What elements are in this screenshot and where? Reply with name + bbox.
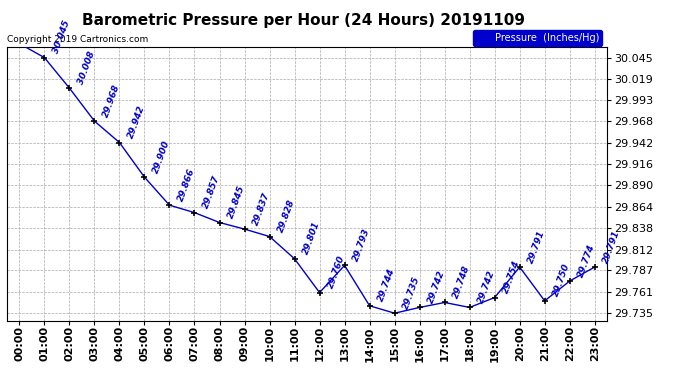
Text: 29.968: 29.968 <box>101 83 121 118</box>
Text: 29.837: 29.837 <box>251 191 272 226</box>
Text: 29.866: 29.866 <box>177 167 197 202</box>
Text: 29.791: 29.791 <box>602 229 622 264</box>
Text: Barometric Pressure per Hour (24 Hours) 20191109: Barometric Pressure per Hour (24 Hours) … <box>82 13 525 28</box>
Text: 29.742: 29.742 <box>426 269 447 304</box>
Text: 29.742: 29.742 <box>477 269 497 304</box>
Text: 29.845: 29.845 <box>226 184 247 220</box>
Text: 29.793: 29.793 <box>351 227 372 262</box>
Text: 29.760: 29.760 <box>326 254 347 290</box>
Text: 29.754: 29.754 <box>502 259 522 295</box>
Text: 30.008: 30.008 <box>77 50 97 86</box>
Text: 29.791: 29.791 <box>526 229 547 264</box>
Text: 29.748: 29.748 <box>451 264 472 300</box>
Legend: Pressure  (Inches/Hg): Pressure (Inches/Hg) <box>473 30 602 46</box>
Text: Copyright 2019 Cartronics.com: Copyright 2019 Cartronics.com <box>7 35 148 44</box>
Text: 30.062: 30.062 <box>0 374 1 375</box>
Text: 30.045: 30.045 <box>51 19 72 55</box>
Text: 29.774: 29.774 <box>577 243 597 278</box>
Text: 29.942: 29.942 <box>126 104 147 140</box>
Text: 29.828: 29.828 <box>277 198 297 234</box>
Text: 29.744: 29.744 <box>377 267 397 303</box>
Text: 29.735: 29.735 <box>402 275 422 310</box>
Text: 29.900: 29.900 <box>151 139 172 174</box>
Text: 29.750: 29.750 <box>551 262 572 298</box>
Text: 29.801: 29.801 <box>302 220 322 256</box>
Text: 29.857: 29.857 <box>201 174 221 210</box>
